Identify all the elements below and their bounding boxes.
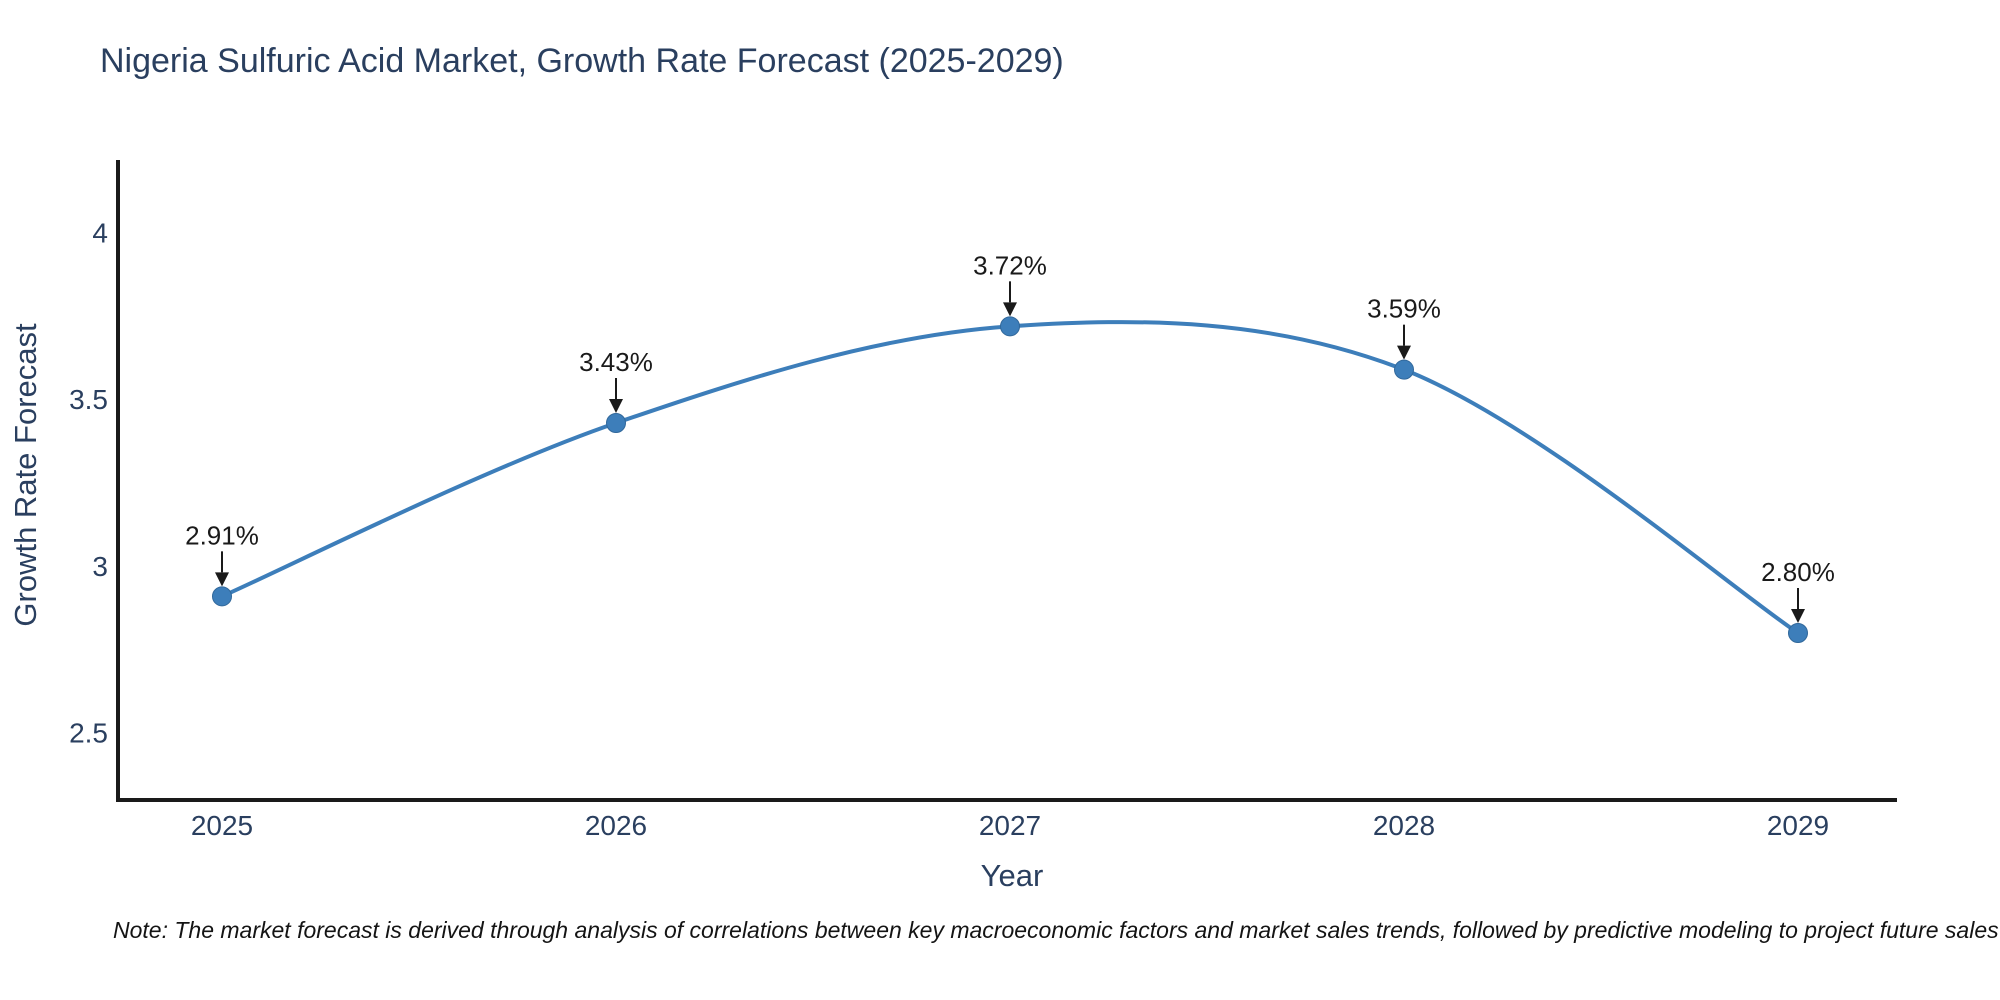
annotation-arrowhead <box>1791 608 1805 623</box>
annotation-arrowhead <box>1003 302 1017 317</box>
y-tick-label: 2.5 <box>69 718 108 749</box>
annotation-label: 3.43% <box>579 347 653 377</box>
y-axis-label: Growth Rate Forecast <box>8 323 43 627</box>
annotation-arrowhead <box>215 572 229 587</box>
x-tick-label: 2026 <box>585 810 647 841</box>
annotation-label: 2.80% <box>1761 557 1835 587</box>
x-tick-label: 2029 <box>1767 810 1829 841</box>
data-point-2028[interactable] <box>1394 359 1414 380</box>
data-point-2025[interactable] <box>212 586 232 607</box>
data-point-2027[interactable] <box>1000 316 1020 337</box>
x-tick-label: 2028 <box>1373 810 1435 841</box>
x-tick-label: 2027 <box>979 810 1041 841</box>
data-point-2029[interactable] <box>1788 622 1808 643</box>
annotation-label: 3.59% <box>1367 294 1441 324</box>
annotation-label: 3.72% <box>973 250 1047 280</box>
forecast-line <box>220 320 1800 635</box>
data-point-2026[interactable] <box>606 412 626 433</box>
y-tick-label: 4 <box>92 218 108 249</box>
footnote: Note: The market forecast is derived thr… <box>113 917 1999 943</box>
annotation-label: 2.91% <box>185 520 259 550</box>
y-tick-label: 3 <box>92 551 108 582</box>
y-tick-label: 3.5 <box>69 384 108 415</box>
chart-title: Nigeria Sulfuric Acid Market, Growth Rat… <box>100 42 1064 80</box>
annotation-arrowhead <box>609 398 623 413</box>
annotation-arrowhead <box>1397 345 1411 360</box>
x-tick-label: 2025 <box>191 810 253 841</box>
x-axis-label: Year <box>980 858 1044 893</box>
